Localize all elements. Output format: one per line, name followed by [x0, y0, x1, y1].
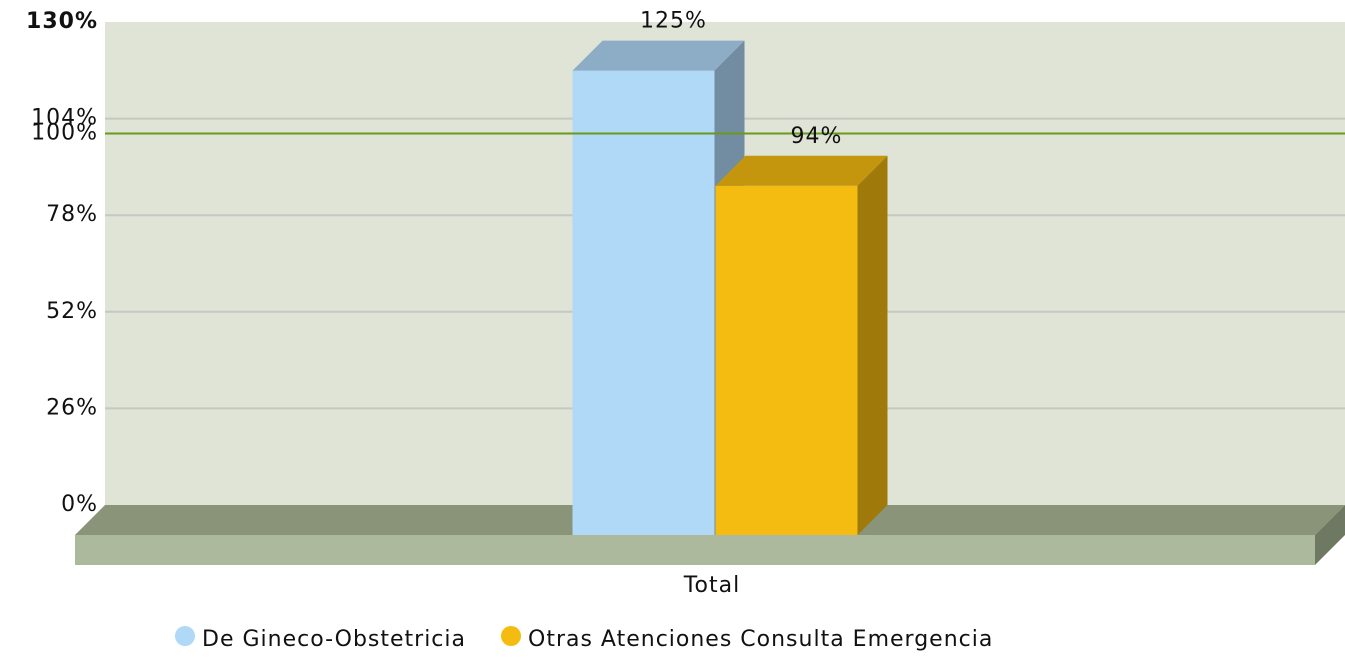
y-tick-label: 52% [46, 299, 98, 324]
y-tick-label: 104% [31, 106, 98, 131]
legend-swatch [175, 626, 195, 646]
floor-front [75, 535, 1315, 565]
bar-top [715, 155, 888, 186]
marks [572, 40, 888, 536]
bar-top [572, 40, 745, 71]
x-tick-label: Total [683, 573, 740, 598]
data-label: 125% [640, 9, 707, 34]
y-tick-label: 26% [46, 395, 98, 420]
y-tick-label: 0% [61, 492, 98, 517]
y-tick-label: 78% [46, 202, 98, 227]
y-tick-label: 130% [26, 9, 98, 34]
bar-side [857, 155, 888, 535]
bar-front [572, 70, 715, 536]
legend-swatch [501, 626, 521, 646]
legend-label: De Gineco-Obstetricia [202, 627, 466, 652]
bar [572, 40, 745, 536]
bar-front [715, 185, 858, 535]
legend-label: Otras Atenciones Consulta Emergencia [528, 627, 993, 652]
data-label: 94% [791, 124, 843, 149]
target-label: 100% [31, 120, 98, 145]
floor-side [1315, 505, 1345, 565]
bar [715, 155, 888, 535]
